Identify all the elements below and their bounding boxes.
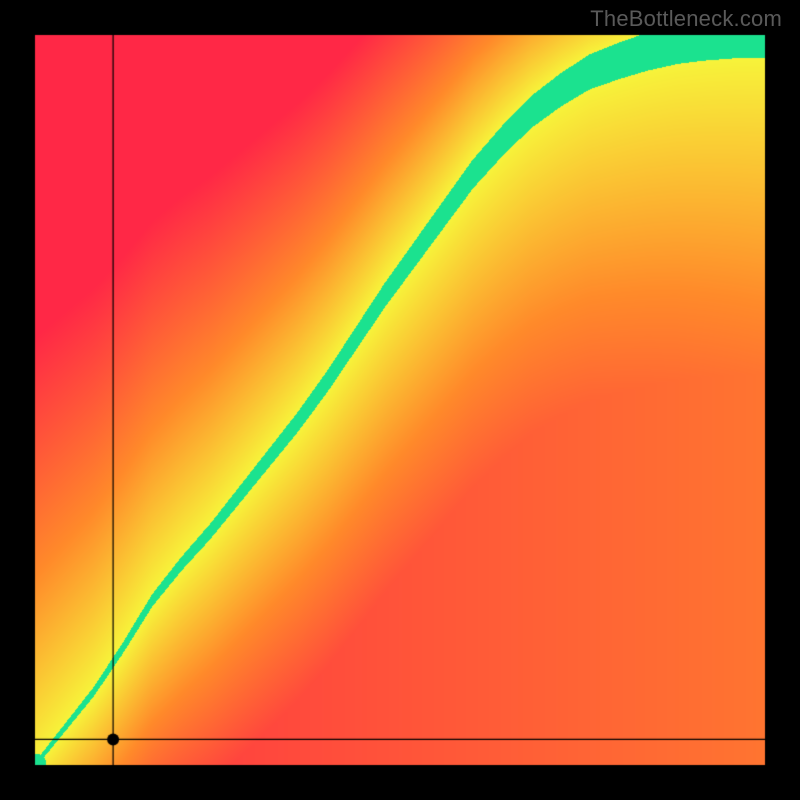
- chart-container: TheBottleneck.com: [0, 0, 800, 800]
- watermark-text: TheBottleneck.com: [590, 6, 782, 32]
- heatmap-canvas: [0, 0, 800, 800]
